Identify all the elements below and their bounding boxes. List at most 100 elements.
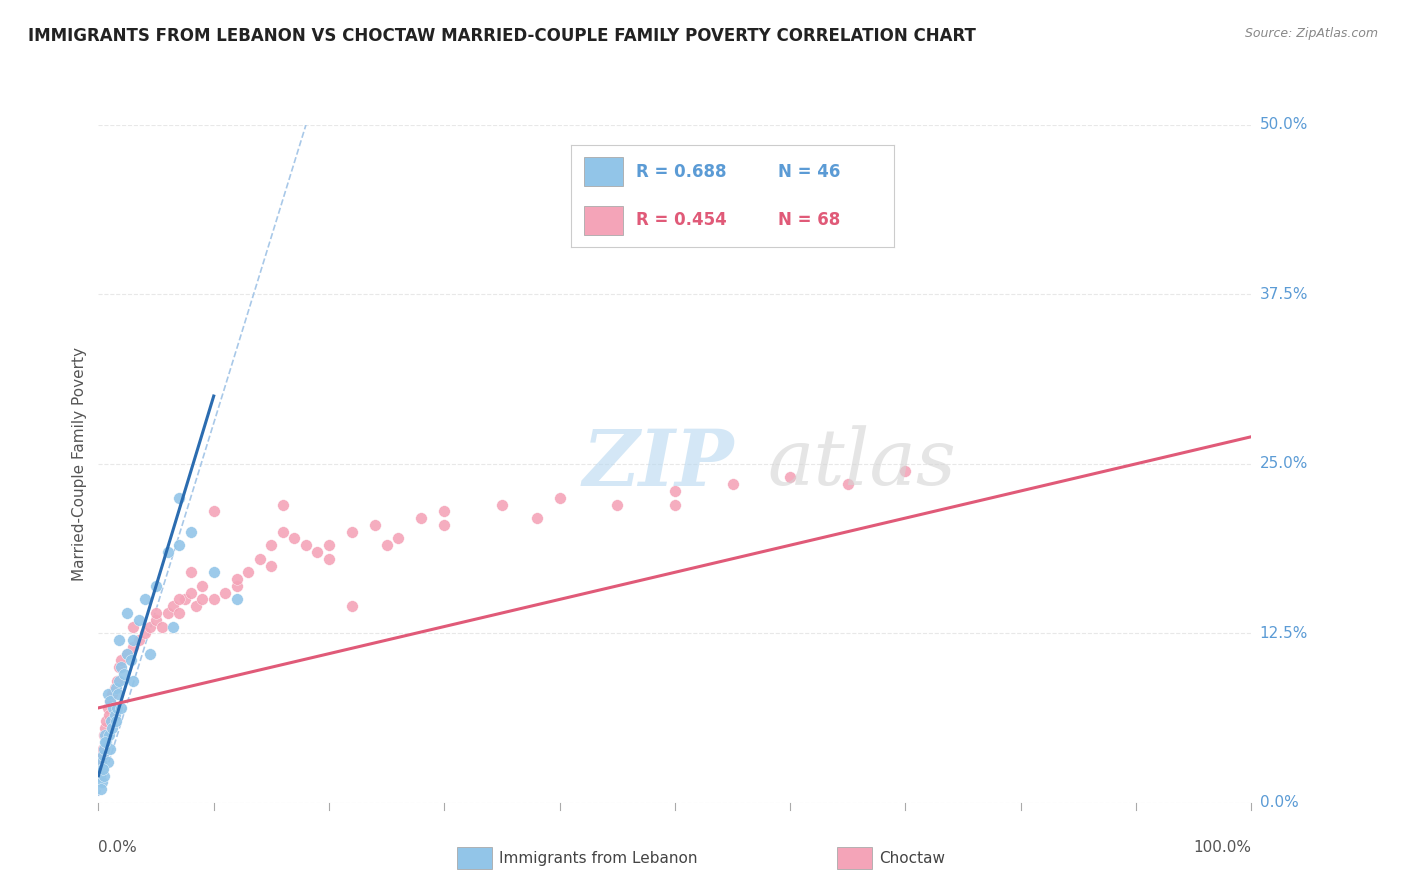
Point [94,721,117,735]
Point [167,592,190,607]
Point [91,762,114,776]
Point [96,714,118,729]
Point [238,566,260,580]
Point [526,511,548,525]
Y-axis label: Married-Couple Family Poverty: Married-Couple Family Poverty [72,347,87,581]
Text: Immigrants from Lebanon: Immigrants from Lebanon [499,851,697,865]
Point [491,498,513,512]
Point [271,498,294,512]
Point [97,687,120,701]
Point [122,673,145,688]
Point [94,735,117,749]
Point [101,721,124,735]
Point [134,592,156,607]
Point [260,558,283,573]
Point [156,606,179,620]
Point [89,769,111,783]
Point [249,551,271,566]
Point [108,673,131,688]
Point [117,647,139,661]
Point [375,538,398,552]
Point [117,647,139,661]
Point [174,592,197,607]
Point [150,619,173,633]
Point [664,498,686,512]
Point [721,477,744,491]
Point [103,681,125,695]
Point [225,579,247,593]
Point [606,498,628,512]
Text: 25.0%: 25.0% [1260,457,1308,471]
Point [89,769,111,783]
Point [411,511,433,525]
Point [93,741,115,756]
Text: 100.0%: 100.0% [1194,840,1251,855]
Point [340,599,363,614]
Point [139,647,162,661]
Point [97,707,120,722]
Point [105,701,128,715]
Point [103,707,125,722]
Point [90,782,112,797]
Point [120,653,142,667]
Point [664,483,686,498]
Text: R = 0.688: R = 0.688 [636,162,725,181]
Point [307,545,329,559]
Text: R = 0.454: R = 0.454 [636,211,727,229]
Point [145,579,167,593]
Point [103,701,125,715]
Point [104,714,127,729]
Point [90,748,112,763]
Point [340,524,363,539]
Point [93,769,115,783]
Point [107,687,129,701]
Point [98,741,121,756]
Point [98,694,121,708]
Point [110,660,132,674]
Text: 37.5%: 37.5% [1260,287,1308,301]
Point [98,694,121,708]
Point [225,572,247,586]
Point [191,592,214,607]
Point [167,491,190,505]
Point [364,517,387,532]
Point [110,653,132,667]
Point [128,633,150,648]
Text: N = 68: N = 68 [778,211,839,229]
Text: atlas: atlas [768,425,956,502]
Text: Source: ZipAtlas.com: Source: ZipAtlas.com [1244,27,1378,40]
Text: ZIP: ZIP [582,425,734,502]
Point [97,728,120,742]
Point [122,619,145,633]
Point [318,551,340,566]
Point [779,470,801,484]
Point [180,524,202,539]
Point [91,748,114,763]
Point [271,524,294,539]
Point [94,728,117,742]
Text: 0.0%: 0.0% [1260,796,1298,810]
Text: IMMIGRANTS FROM LEBANON VS CHOCTAW MARRIED-COUPLE FAMILY POVERTY CORRELATION CHA: IMMIGRANTS FROM LEBANON VS CHOCTAW MARRI… [28,27,976,45]
Point [433,504,456,518]
Point [128,613,150,627]
Point [134,626,156,640]
Point [97,755,120,769]
Point [110,701,132,715]
Point [139,619,162,633]
FancyBboxPatch shape [583,157,623,186]
Point [202,566,225,580]
Point [191,579,214,593]
Point [90,775,112,789]
Point [101,687,124,701]
Point [122,633,145,648]
Point [295,538,318,552]
Text: Choctaw: Choctaw [879,851,945,865]
Point [96,735,118,749]
Point [93,728,115,742]
Point [260,538,283,552]
Point [108,660,131,674]
Point [145,606,167,620]
Point [97,701,120,715]
Point [105,673,128,688]
Point [214,585,236,599]
